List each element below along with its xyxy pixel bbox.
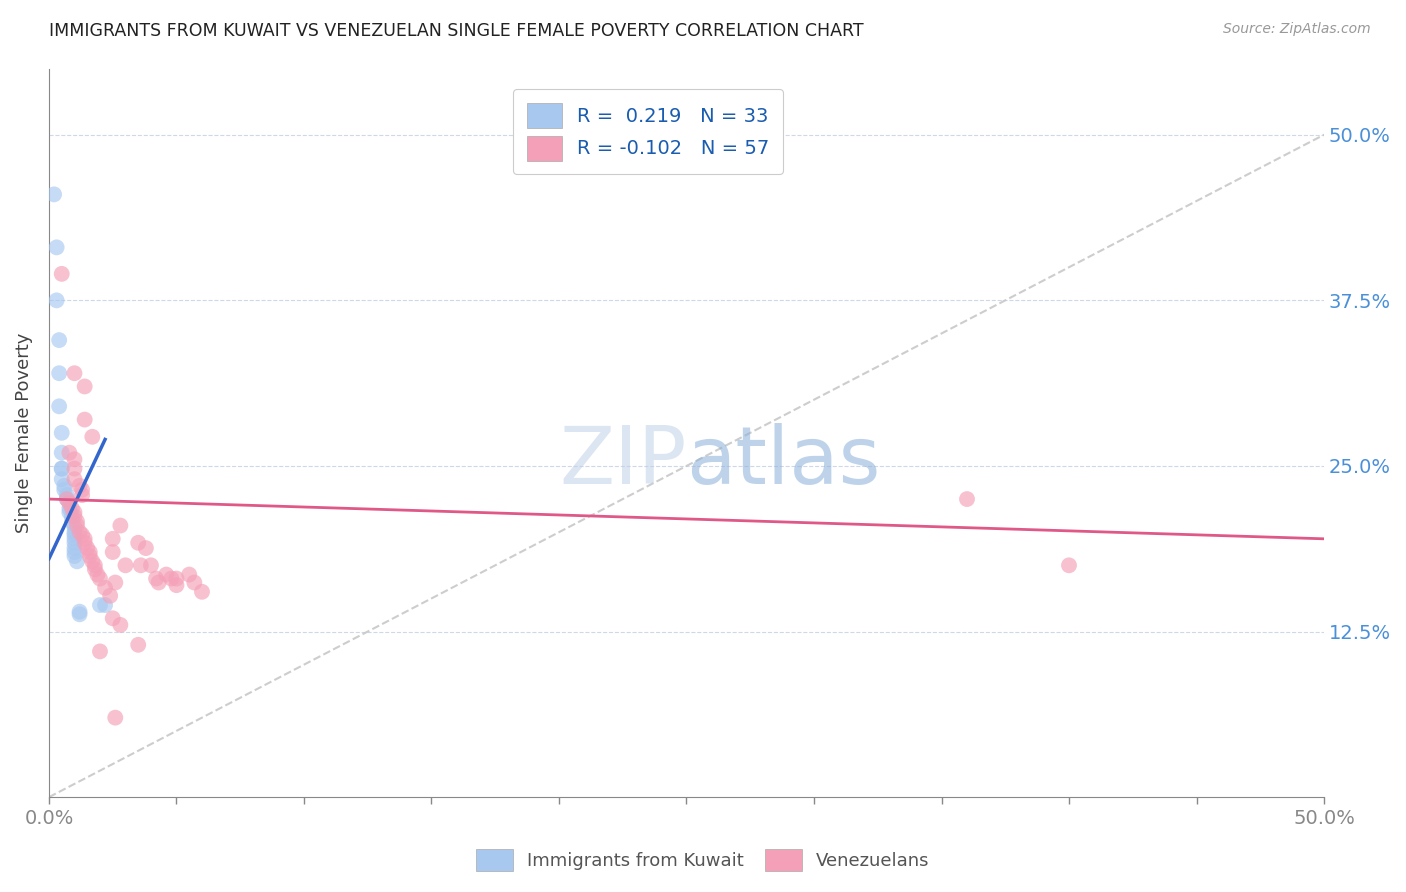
Point	[135, 541, 157, 555]
Point	[53, 483, 76, 497]
Text: atlas: atlas	[686, 423, 882, 501]
Point	[58, 501, 80, 516]
Point	[58, 496, 80, 510]
Point	[53, 479, 76, 493]
Point	[58, 505, 80, 519]
Point	[89, 572, 111, 586]
Point	[63, 505, 86, 519]
Point	[76, 541, 98, 555]
Point	[104, 711, 127, 725]
Point	[145, 572, 167, 586]
Point	[51, 461, 73, 475]
Point	[83, 558, 105, 573]
Point	[63, 461, 86, 475]
Point	[63, 541, 86, 555]
Point	[69, 607, 91, 622]
Point	[98, 589, 121, 603]
Point	[58, 446, 80, 460]
Point	[45, 293, 67, 308]
Point	[60, 509, 83, 524]
Y-axis label: Single Female Poverty: Single Female Poverty	[15, 333, 32, 533]
Legend: Immigrants from Kuwait, Venezuelans: Immigrants from Kuwait, Venezuelans	[470, 842, 936, 879]
Point	[110, 618, 132, 632]
Point	[70, 483, 93, 497]
Point	[101, 532, 124, 546]
Point	[148, 575, 170, 590]
Point	[56, 488, 79, 502]
Point	[83, 562, 105, 576]
Point	[63, 532, 86, 546]
Point	[56, 491, 79, 506]
Point	[956, 491, 979, 506]
Point	[127, 638, 149, 652]
Point	[89, 644, 111, 658]
Point	[42, 187, 65, 202]
Point	[101, 545, 124, 559]
Point	[69, 525, 91, 540]
Point	[51, 267, 73, 281]
Point	[51, 472, 73, 486]
Point	[166, 578, 188, 592]
Point	[66, 518, 89, 533]
Point	[166, 572, 188, 586]
Point	[48, 400, 70, 414]
Point	[104, 575, 127, 590]
Point	[63, 545, 86, 559]
Text: Source: ZipAtlas.com: Source: ZipAtlas.com	[1223, 22, 1371, 37]
Point	[51, 425, 73, 440]
Point	[73, 535, 96, 549]
Point	[94, 581, 117, 595]
Point	[56, 491, 79, 506]
Point	[114, 558, 136, 573]
Point	[63, 528, 86, 542]
Point	[63, 452, 86, 467]
Point	[48, 333, 70, 347]
Point	[69, 605, 91, 619]
Point	[1057, 558, 1080, 573]
Point	[63, 535, 86, 549]
Point	[160, 572, 183, 586]
Point	[110, 518, 132, 533]
Point	[129, 558, 152, 573]
Point	[73, 412, 96, 426]
Point	[51, 446, 73, 460]
Point	[94, 598, 117, 612]
Point	[63, 366, 86, 380]
Point	[63, 525, 86, 540]
Point	[63, 549, 86, 563]
Point	[69, 479, 91, 493]
Point	[139, 558, 162, 573]
Point	[63, 509, 86, 524]
Point	[63, 472, 86, 486]
Point	[60, 501, 83, 516]
Point	[60, 515, 83, 529]
Point	[66, 554, 89, 568]
Point	[58, 496, 80, 510]
Point	[82, 554, 104, 568]
Point	[63, 520, 86, 534]
Point	[191, 584, 214, 599]
Point	[66, 515, 89, 529]
Point	[183, 575, 205, 590]
Point	[70, 488, 93, 502]
Text: IMMIGRANTS FROM KUWAIT VS VENEZUELAN SINGLE FEMALE POVERTY CORRELATION CHART: IMMIGRANTS FROM KUWAIT VS VENEZUELAN SIN…	[49, 22, 863, 40]
Point	[79, 549, 101, 563]
Point	[51, 461, 73, 475]
Point	[73, 379, 96, 393]
Point	[101, 611, 124, 625]
Point	[45, 240, 67, 254]
Point	[86, 567, 108, 582]
Point	[82, 430, 104, 444]
Point	[155, 567, 177, 582]
Legend: R =  0.219   N = 33, R = -0.102   N = 57: R = 0.219 N = 33, R = -0.102 N = 57	[513, 89, 783, 174]
Point	[79, 545, 101, 559]
Text: ZIP: ZIP	[560, 423, 686, 501]
Point	[127, 535, 149, 549]
Point	[48, 366, 70, 380]
Point	[70, 528, 93, 542]
Point	[89, 598, 111, 612]
Point	[179, 567, 201, 582]
Point	[73, 532, 96, 546]
